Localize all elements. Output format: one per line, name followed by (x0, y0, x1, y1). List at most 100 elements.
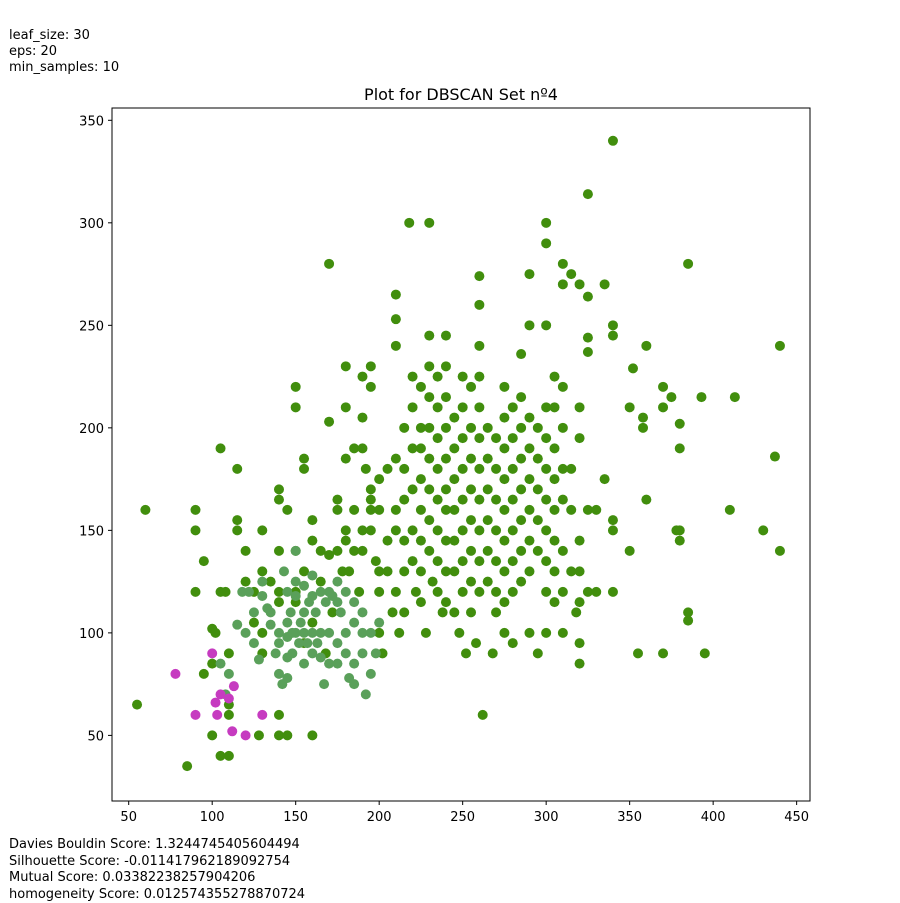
cluster-0-point (199, 669, 209, 679)
cluster-1-point (357, 607, 367, 617)
cluster-0-point (499, 597, 509, 607)
cluster-0-point (575, 433, 585, 443)
cluster-1-point (249, 638, 259, 648)
cluster-0-point (516, 484, 526, 494)
cluster-0-point (391, 525, 401, 535)
cluster-0-point (140, 505, 150, 515)
cluster-0-point (466, 423, 476, 433)
cluster-0-point (341, 536, 351, 546)
cluster-0-point (241, 577, 251, 587)
cluster-0-point (433, 495, 443, 505)
cluster-0-point (483, 484, 493, 494)
cluster-0-point (424, 484, 434, 494)
cluster-0-point (341, 402, 351, 412)
cluster-0-point (608, 515, 618, 525)
cluster-0-point (533, 546, 543, 556)
cluster-0-point (575, 402, 585, 412)
cluster-0-point (458, 433, 468, 443)
cluster-0-point (449, 607, 459, 617)
cluster-0-point (638, 413, 648, 423)
cluster-0-point (730, 392, 740, 402)
cluster-0-point (533, 515, 543, 525)
cluster-0-point (466, 546, 476, 556)
cluster-0-point (566, 269, 576, 279)
cluster-0-point (516, 515, 526, 525)
cluster-0-point (550, 402, 560, 412)
cluster-0-point (232, 464, 242, 474)
cluster-1-point (341, 587, 351, 597)
cluster-0-point (608, 136, 618, 146)
cluster-0-point (424, 218, 434, 228)
cluster-0-point (207, 730, 217, 740)
cluster-0-point (391, 290, 401, 300)
y-tick-label: 300 (79, 217, 104, 232)
cluster-0-point (516, 546, 526, 556)
cluster-0-point (274, 484, 284, 494)
cluster-0-point (224, 751, 234, 761)
score-mutual: Mutual Score: 0.03382238257904206 (9, 870, 305, 887)
cluster-0-point (441, 331, 451, 341)
cluster-0-point (508, 433, 518, 443)
cluster-0-point (638, 423, 648, 433)
cluster-0-point (408, 372, 418, 382)
cluster-1-point (341, 628, 351, 638)
cluster-0-point (274, 597, 284, 607)
cluster-0-point (257, 628, 267, 638)
cluster-0-point (299, 464, 309, 474)
score-davies-bouldin: Davies Bouldin Score: 1.3244745405604494 (9, 837, 305, 854)
cluster-0-point (571, 607, 581, 617)
cluster-0-point (441, 361, 451, 371)
cluster-0-point (524, 269, 534, 279)
cluster-0-point (583, 189, 593, 199)
cluster-0-point (433, 372, 443, 382)
cluster-1-point (332, 659, 342, 669)
cluster-0-point (458, 495, 468, 505)
cluster-0-point (466, 382, 476, 392)
cluster-0-point (566, 505, 576, 515)
cluster-0-point (533, 648, 543, 658)
cluster-0-point (332, 495, 342, 505)
cluster-0-point (533, 423, 543, 433)
cluster-0-point (566, 464, 576, 474)
cluster-0-point (508, 495, 518, 505)
cluster-0-point (361, 464, 371, 474)
cluster-0-point (424, 392, 434, 402)
cluster-0-point (132, 700, 142, 710)
cluster-0-point (583, 333, 593, 343)
cluster-0-point (491, 464, 501, 474)
cluster-1-point (349, 679, 359, 689)
cluster-1-point (271, 648, 281, 658)
cluster-0-point (575, 279, 585, 289)
cluster-0-point (758, 525, 768, 535)
cluster-0-point (449, 443, 459, 453)
cluster-0-point (391, 505, 401, 515)
cluster-0-point (424, 331, 434, 341)
y-tick-label: 250 (79, 319, 104, 334)
cluster-0-point (428, 577, 438, 587)
x-tick-label: 450 (784, 810, 809, 825)
cluster-0-point (461, 648, 471, 658)
y-tick-label: 100 (79, 627, 104, 642)
cluster-0-point (499, 443, 509, 453)
cluster-0-point (550, 443, 560, 453)
cluster-0-point (421, 628, 431, 638)
cluster-0-point (411, 587, 421, 597)
cluster-0-point (299, 454, 309, 464)
cluster-0-point (474, 300, 484, 310)
cluster-0-point (324, 417, 334, 427)
cluster-0-point (558, 587, 568, 597)
cluster-0-point (433, 556, 443, 566)
cluster-0-point (474, 372, 484, 382)
cluster-0-point (458, 372, 468, 382)
cluster-0-point (341, 525, 351, 535)
cluster-0-point (438, 607, 448, 617)
cluster-0-point (524, 443, 534, 453)
cluster-1-point (374, 618, 384, 628)
cluster-0-point (675, 419, 685, 429)
cluster-0-point (399, 423, 409, 433)
cluster-0-point (541, 320, 551, 330)
cluster-0-point (483, 577, 493, 587)
cluster-0-point (625, 402, 635, 412)
cluster-0-point (474, 402, 484, 412)
